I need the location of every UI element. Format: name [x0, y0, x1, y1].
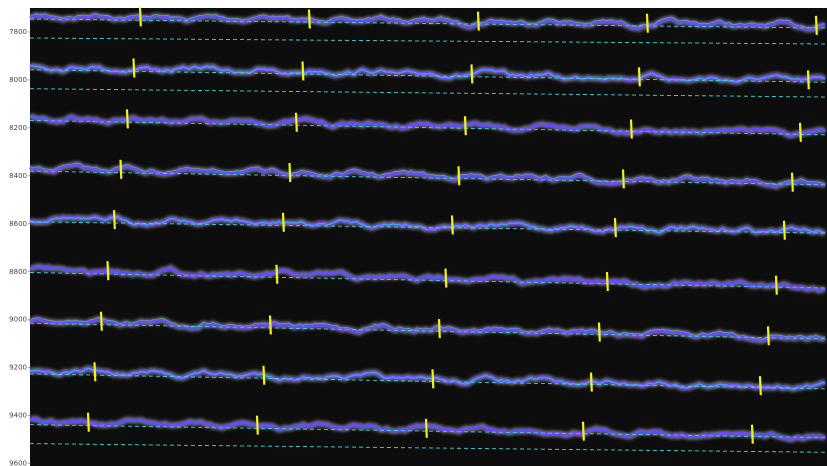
marker: [605, 271, 609, 292]
marker: [99, 311, 103, 331]
marker: [457, 166, 461, 186]
marker: [307, 9, 311, 29]
marker: [138, 7, 142, 27]
y-tick-label: 9000: [9, 316, 27, 324]
y-tick-label: 8600: [9, 220, 27, 228]
marker: [86, 412, 90, 432]
marker: [281, 212, 285, 232]
y-tick-label: 8000: [9, 76, 27, 84]
trace-inner: [29, 367, 826, 390]
marker: [774, 275, 778, 295]
trace-inner: [29, 417, 826, 441]
trace-inner: [29, 14, 826, 31]
marker: [255, 415, 259, 435]
marker: [93, 362, 97, 382]
y-tick-label: 9400: [9, 412, 27, 420]
marker: [450, 215, 454, 235]
marker: [444, 268, 448, 288]
trace-inner: [29, 318, 826, 342]
y-axis: 7800 8000 8200 8400 8600 8800 9000 9200 9400 9600: [9, 28, 31, 466]
trace-inner: [29, 64, 826, 83]
marker: [294, 112, 298, 132]
y-tick-label: 8800: [9, 268, 27, 276]
y-tick-label: 9200: [9, 364, 27, 372]
marker: [262, 365, 266, 385]
marker: [125, 109, 129, 129]
marker: [758, 376, 762, 396]
marker: [132, 58, 136, 78]
marker: [424, 418, 428, 438]
marker: [637, 67, 641, 87]
marker: [268, 315, 272, 335]
marker: [301, 61, 305, 81]
marker: [431, 369, 435, 389]
marker: [275, 264, 279, 284]
trace-inner: [29, 163, 826, 188]
y-tick-label: 8400: [9, 172, 27, 180]
marker: [288, 163, 292, 183]
y-tick-label: 7800: [9, 28, 27, 36]
marker: [112, 210, 116, 230]
marker: [463, 116, 467, 136]
traces: [28, 7, 827, 453]
trace-inner: [29, 215, 826, 234]
marker: [589, 372, 593, 392]
trace-inner: [29, 115, 826, 137]
marker: [629, 119, 633, 139]
marker: [437, 319, 441, 339]
marker: [814, 15, 818, 35]
marker: [470, 64, 474, 84]
marker: [766, 326, 770, 346]
marker: [750, 424, 754, 444]
trace-inner: [29, 265, 826, 292]
marker: [621, 169, 625, 189]
marker: [119, 159, 123, 179]
marker: [613, 217, 617, 238]
trace-green: [29, 316, 826, 340]
marker: [798, 122, 802, 142]
marker: [581, 421, 585, 441]
marker: [106, 261, 110, 281]
marker: [645, 13, 649, 33]
y-tick-label: 9600: [9, 460, 27, 466]
image-area: [30, 8, 827, 466]
marker: [597, 322, 601, 342]
marker: [790, 172, 794, 192]
y-tick-label: 8200: [9, 124, 27, 132]
trace-green: [29, 13, 826, 29]
marker: [476, 11, 480, 31]
marker: [806, 70, 810, 90]
trace-green: [29, 162, 826, 186]
marker: [782, 220, 786, 240]
